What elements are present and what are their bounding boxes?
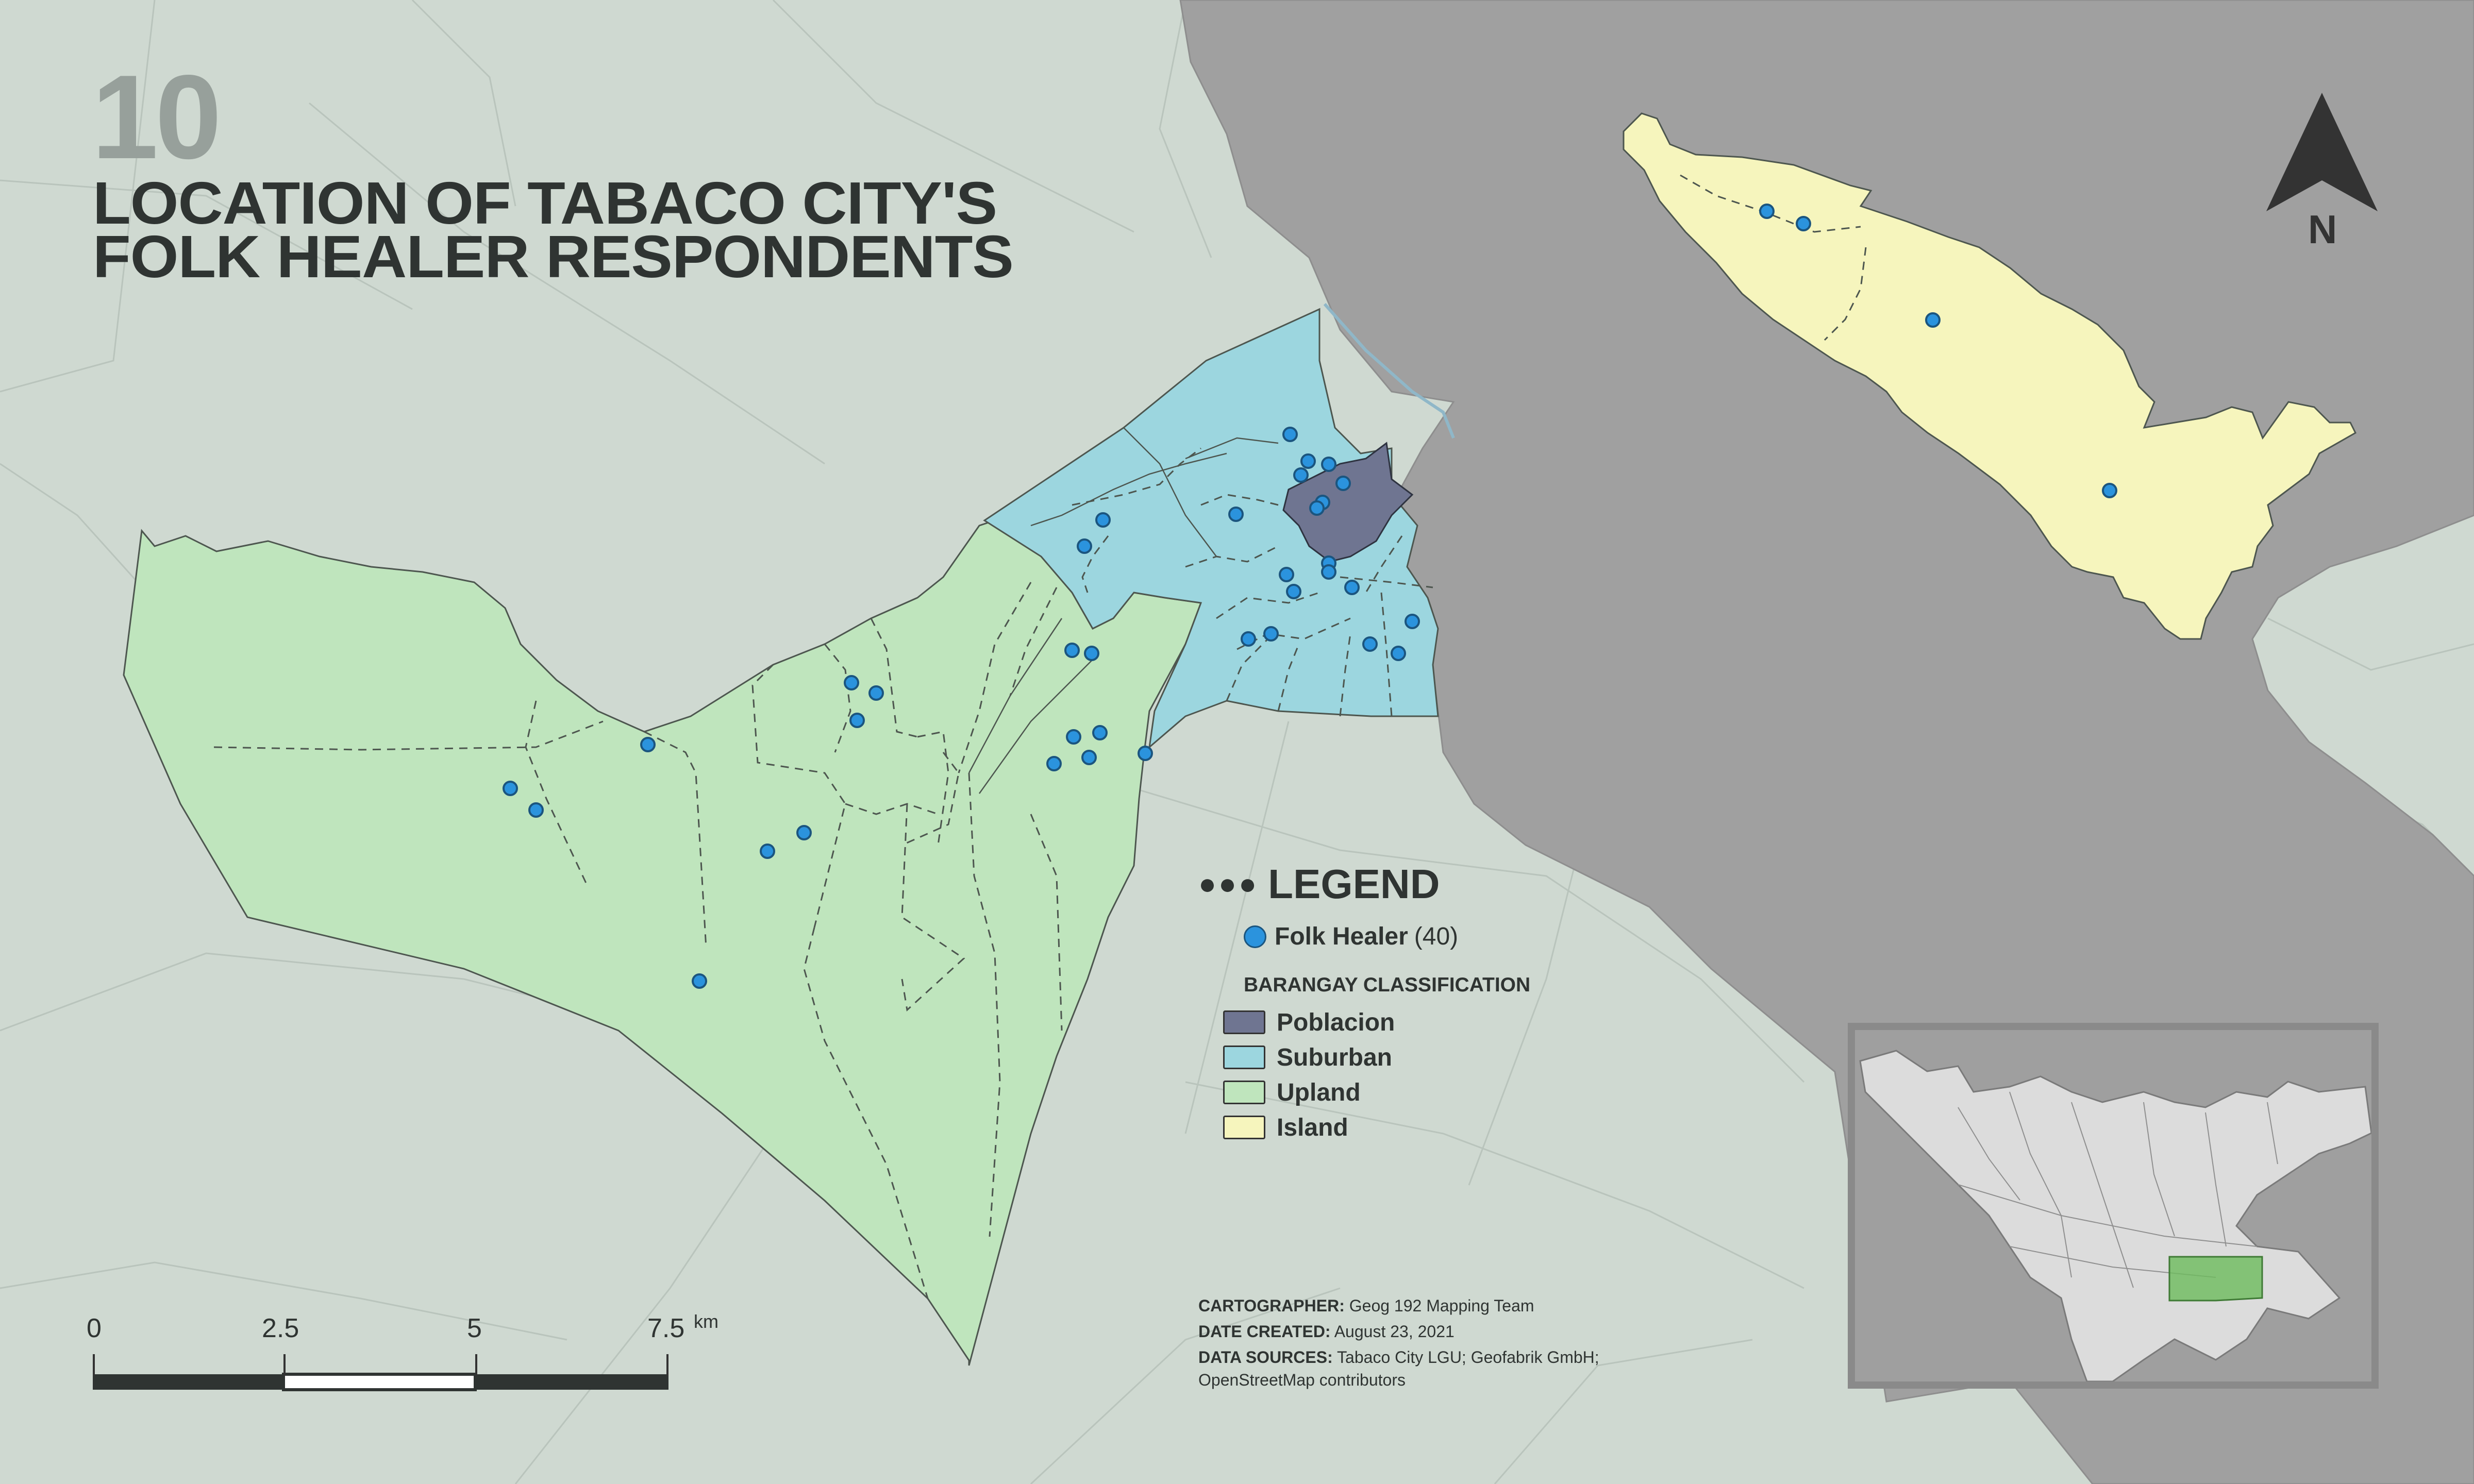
healer-point (1362, 636, 1378, 652)
healer-point (1279, 567, 1294, 582)
healer-point (1081, 750, 1097, 765)
legend-item-suburban: Suburban (1223, 1040, 1395, 1075)
credit-sources: DATA SOURCES: Tabaco City LGU; Geofabrik… (1198, 1348, 1599, 1389)
healer-point (1092, 725, 1108, 740)
healer-point (1282, 427, 1298, 442)
legend-title: LEGEND (1268, 861, 1440, 907)
barangay-lines (968, 427, 1279, 794)
healer-point (1066, 729, 1081, 745)
healer-point (1138, 746, 1153, 761)
healer-point (2102, 483, 2117, 498)
healer-point (1925, 312, 1941, 328)
legend-item-island: Island (1223, 1110, 1395, 1145)
healer-point (1335, 476, 1351, 491)
healer-point (1084, 646, 1099, 661)
inset-highlight (2168, 1256, 2263, 1302)
legend-label-poblacion: Poblacion (1277, 1008, 1395, 1036)
healer-point (1321, 457, 1336, 472)
swatch-island (1223, 1116, 1265, 1139)
healer-point (528, 802, 544, 818)
legend-dots-icon: ●●● (1198, 867, 1259, 901)
healer-point (1796, 216, 1811, 231)
legend-item-upland: Upland (1223, 1075, 1395, 1110)
credit-cartographer: CARTOGRAPHER: Geog 192 Mapping Team (1198, 1296, 1534, 1315)
scale-label-0: 0 (87, 1313, 102, 1343)
inset-map (1855, 1030, 2371, 1381)
map-number: 10 (92, 50, 222, 184)
scale-unit: km (694, 1311, 718, 1332)
healer-points (503, 204, 2117, 989)
healer-point (1077, 538, 1092, 554)
swatch-poblacion (1223, 1010, 1265, 1034)
map-credits: CARTOGRAPHER: Geog 192 Mapping Team DATE… (1198, 1294, 1662, 1394)
healer-point (868, 685, 884, 701)
legend-label-upland: Upland (1277, 1078, 1361, 1106)
classification-title: BARANGAY CLASSIFICATION (1244, 974, 1531, 996)
legend-healer-entry: Folk Healer (40) (1244, 922, 1458, 951)
legend-header: ●●● LEGEND (1198, 861, 1440, 908)
healer-point (1095, 512, 1111, 528)
scale-label-5: 5 (467, 1313, 482, 1343)
healer-point (796, 825, 812, 840)
legend-item-poblacion: Poblacion (1223, 1005, 1395, 1040)
legend-label-island: Island (1277, 1114, 1348, 1141)
suburban-region (983, 308, 1439, 749)
north-label: N (2308, 207, 2337, 252)
healer-point (1286, 584, 1301, 599)
title-line-1: LOCATION OF TABACO CITY'S (93, 170, 997, 237)
healer-point (1344, 580, 1360, 595)
locator-inset (1848, 1023, 2379, 1389)
swatch-suburban (1223, 1045, 1265, 1069)
healer-point (844, 675, 859, 690)
river (1323, 303, 1455, 439)
healer-point (1046, 756, 1062, 771)
title-line-2: FOLK HEALER RESPONDENTS (93, 223, 1014, 290)
healer-point (1405, 614, 1420, 629)
healer-point (1228, 507, 1244, 522)
legend: ●●● LEGEND Folk Healer (40) BARANGAY CLA… (1198, 861, 1530, 1141)
healer-point (1241, 631, 1256, 647)
healer-point (1064, 643, 1080, 658)
healer-point (640, 737, 656, 752)
healer-point (1321, 564, 1336, 580)
healer-point (1309, 500, 1325, 516)
healer-point-icon (1244, 925, 1266, 948)
healer-point (849, 713, 865, 728)
scale-label-2-5: 2.5 (262, 1313, 299, 1343)
classification-list: Poblacion Suburban Upland Island (1223, 1005, 1395, 1145)
swatch-upland (1223, 1081, 1265, 1104)
healer-point (503, 781, 518, 796)
scale-bar-graphic (93, 1354, 668, 1391)
healer-point (1391, 646, 1406, 661)
healer-point (760, 844, 775, 859)
scale-label-7-5: 7.5 (647, 1313, 685, 1343)
healer-count: (40) (1414, 923, 1459, 950)
healer-label: Folk Healer (1275, 923, 1408, 950)
healer-point (1300, 453, 1316, 469)
island-region (1623, 112, 2356, 640)
north-arrow-icon (2266, 93, 2378, 211)
poblacion-region (1282, 442, 1414, 563)
healer-point (1293, 467, 1309, 483)
healer-point (1759, 204, 1775, 219)
legend-label-suburban: Suburban (1277, 1043, 1392, 1071)
healer-point (692, 973, 707, 989)
map-title: LOCATION OF TABACO CITY'S FOLK HEALER RE… (93, 170, 1014, 290)
healer-point (1263, 626, 1279, 642)
credit-date: DATE CREATED: August 23, 2021 (1198, 1322, 1455, 1341)
